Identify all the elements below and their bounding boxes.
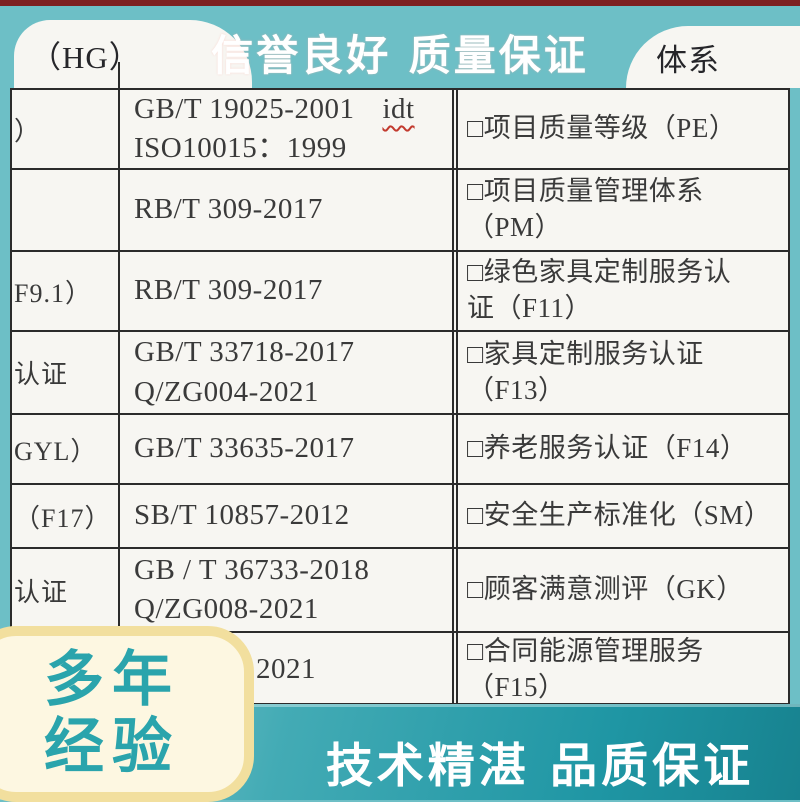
- cert-item-cell: □家具定制服务认证 （F13）: [467, 338, 704, 405]
- standard-cell: GB / T 36733-2018 Q/ZG008-2021: [120, 549, 458, 631]
- left-fragment-text: （HG）: [30, 39, 141, 75]
- left-cell: 认证: [12, 549, 120, 631]
- standard-cell: GB/T 33718-2017 Q/ZG004-2021: [120, 332, 458, 413]
- certification-table: ） GB/T 19025-2001 idt ISO10015：1999 □项目质量…: [10, 88, 790, 707]
- experience-badge: 多年 经验: [0, 626, 254, 802]
- standard-cell: GB/T 19025-2001 idt ISO10015：1999: [120, 90, 458, 168]
- right-fragment-text: 体系: [656, 42, 720, 78]
- cert-item-cell: □项目质量等级（PE）: [467, 113, 737, 144]
- standard-cell: SB/T 10857-2012: [120, 485, 458, 547]
- bottom-banner-title: 技术精湛 品质保证: [325, 739, 755, 794]
- cert-item-cell: □绿色家具定制服务认 证（F11）: [467, 257, 732, 323]
- cert-item-cell: □养老服务认证（F14）: [467, 433, 748, 464]
- cert-item-cell: □安全生产标准化（SM）: [467, 500, 772, 531]
- table-row: 认证 GB / T 36733-2018 Q/ZG008-2021 □顾客满意测…: [12, 549, 788, 633]
- left-cell: GYL）: [12, 415, 120, 483]
- table-corner-fragment-right: 体系: [626, 26, 800, 88]
- cert-item-cell: □合同能源管理服务 （F15）: [467, 636, 704, 702]
- table-divider-line: [118, 62, 120, 88]
- left-cell: 认证: [12, 332, 120, 413]
- table-row: （F17） SB/T 10857-2012 □安全生产标准化（SM）: [12, 485, 788, 549]
- standard-cell: GB/T 33635-2017: [120, 415, 458, 483]
- idt-wavy-underline: idt: [382, 92, 415, 125]
- table-row: 2021 □合同能源管理服务 （F15）: [12, 633, 788, 707]
- table-row: GYL） GB/T 33635-2017 □养老服务认证（F14）: [12, 415, 788, 485]
- table-corner-fragment-left: （HG）: [14, 20, 252, 88]
- left-cell: F9.1）: [12, 252, 120, 330]
- standard-cell: RB/T 309-2017: [120, 252, 458, 330]
- left-cell: （F17）: [12, 485, 120, 547]
- top-red-stripe: [0, 0, 800, 6]
- table-row: ） GB/T 19025-2001 idt ISO10015：1999 □项目质量…: [12, 90, 788, 170]
- standard-cell: 2021: [120, 633, 458, 707]
- left-cell: ）: [12, 90, 120, 168]
- table-row: RB/T 309-2017 □项目质量管理体系 （PM）: [12, 170, 788, 252]
- table-row: 认证 GB/T 33718-2017 Q/ZG004-2021 □家具定制服务认…: [12, 332, 788, 415]
- top-banner: （HG） 体系 信誉良好 质量保证: [0, 6, 800, 88]
- cert-item-cell: □顾客满意测评（GK）: [467, 574, 744, 605]
- cert-item-cell: □项目质量管理体系 （PM）: [467, 176, 704, 242]
- left-cell: [12, 170, 120, 250]
- experience-badge-text: 多年 经验: [44, 644, 180, 782]
- banner-title: 信誉良好 质量保证: [211, 31, 589, 80]
- table-row: F9.1） RB/T 309-2017 □绿色家具定制服务认 证（F11）: [12, 252, 788, 332]
- standard-cell: RB/T 309-2017: [120, 170, 458, 250]
